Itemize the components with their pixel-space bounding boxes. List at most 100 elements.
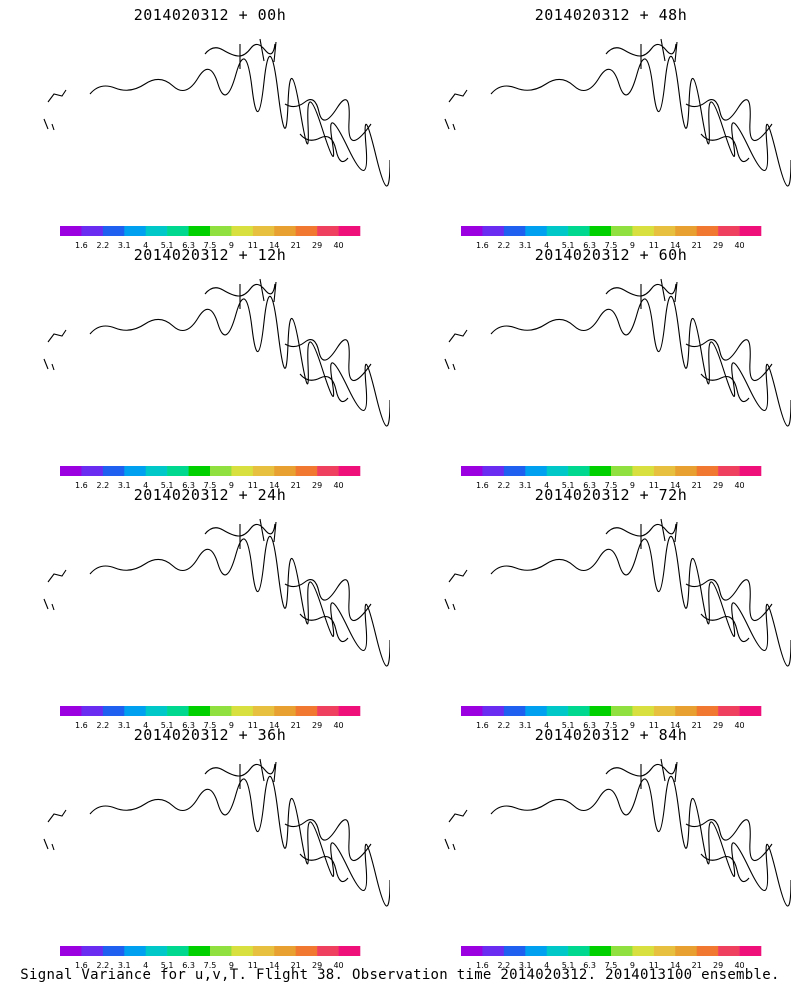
variance-field <box>40 517 390 690</box>
colorbar: 1.6 2.2 3.1 4 5.1 6.3 7.5 9 11 14 21 29 40 <box>60 226 361 250</box>
colorbar-swatch <box>696 226 719 236</box>
colorbar-tick-label: 4 <box>143 721 148 730</box>
variance-contour-fill <box>107 549 303 666</box>
colorbar-swatch <box>546 466 569 476</box>
colorbar-tick-label: 11 <box>248 481 258 490</box>
colorbar-tick-label: 11 <box>649 481 659 490</box>
variance-field <box>431 272 789 453</box>
colorbar-swatch <box>81 706 104 716</box>
variance-contour-fill <box>248 147 340 204</box>
colorbar-swatch <box>210 946 232 956</box>
colorbar-swatch <box>503 946 526 956</box>
coastline-path <box>685 579 773 643</box>
variance-contour-fill <box>487 518 724 699</box>
variance-contour-fill <box>589 793 729 863</box>
variance-contour-fill <box>102 61 308 195</box>
colorbar-tick-label: 2.2 <box>497 721 510 730</box>
variance-contour-fill <box>471 767 742 913</box>
coastline-path <box>89 535 390 667</box>
colorbar-tick-label: 4 <box>544 481 549 490</box>
variance-contour-fill <box>635 626 774 688</box>
variance-contour-fill <box>431 578 646 699</box>
variance-contour-fill <box>99 54 232 110</box>
variance-contour-fill <box>140 560 281 645</box>
colorbar-tick-label: 9 <box>229 481 234 490</box>
variance-contour-fill <box>164 98 237 146</box>
colorbar-tick-label: 3.1 <box>519 961 532 970</box>
colorbar-swatch <box>503 226 526 236</box>
panel-title: 2014020312 + 72h <box>534 486 688 504</box>
variance-contour-fill <box>147 804 254 878</box>
variance-map <box>43 38 390 204</box>
variance-contour-fill <box>95 318 326 413</box>
colorbar-tick-label: 1.6 <box>476 481 489 490</box>
variance-contour-fill <box>117 149 172 185</box>
coastline-path <box>685 339 773 403</box>
variance-contour-fill <box>477 130 594 201</box>
colorbar-tick-label: 5.1 <box>562 721 575 730</box>
colorbar-tick-label: 5.1 <box>161 721 174 730</box>
variance-contour-fill <box>510 868 559 899</box>
panel-title: 2014020312 + 36h <box>133 726 287 744</box>
colorbar-swatch <box>210 226 232 236</box>
colorbar-tick-label: 40 <box>734 721 744 730</box>
colorbar-swatch <box>503 706 526 716</box>
variance-contour-fill <box>559 540 764 621</box>
variance-contour-fill <box>661 631 747 669</box>
colorbar-swatch <box>274 706 297 716</box>
variance-contour-fill <box>661 859 753 927</box>
variance-contour-fill <box>546 564 654 646</box>
colorbar-tick-label: 14 <box>269 961 279 970</box>
variance-contour-fill <box>654 143 744 213</box>
variance-contour-fill <box>103 860 186 914</box>
colorbar-tick-label: 11 <box>248 721 258 730</box>
variance-contour-fill <box>229 858 360 933</box>
colorbar-swatch <box>124 946 147 956</box>
colorbar-swatch <box>739 466 762 476</box>
variance-contour-fill <box>501 67 714 173</box>
variance-contour-fill <box>505 860 570 901</box>
variance-contour-fill <box>83 126 189 196</box>
variance-contour-fill <box>486 374 609 432</box>
colorbar-tick-label: 6.3 <box>583 961 596 970</box>
variance-contour-fill <box>612 566 717 607</box>
variance-contour-fill <box>250 380 340 444</box>
colorbar-swatch <box>675 706 698 716</box>
variance-contour-fill <box>233 815 296 838</box>
colorbar-swatch <box>145 226 168 236</box>
variance-contour-fill <box>627 568 707 600</box>
variance-contour-fill <box>551 765 782 880</box>
colorbar-tick-label: 9 <box>229 241 234 250</box>
colorbar-tick-label: 21 <box>291 481 301 490</box>
variance-contour-fill <box>643 90 692 117</box>
variance-contour-fill <box>135 331 277 390</box>
colorbar-tick-label: 9 <box>630 721 635 730</box>
coastline-path <box>685 819 773 883</box>
variance-contour-fill <box>582 56 741 145</box>
colorbar: 1.6 2.2 3.1 4 5.1 6.3 7.5 9 11 14 21 29 40 <box>461 706 762 730</box>
variance-contour-fill <box>571 821 654 866</box>
colorbar-tick-label: 6.3 <box>182 241 195 250</box>
colorbar-tick-label: 40 <box>734 961 744 970</box>
variance-contour-fill <box>457 759 766 925</box>
variance-contour-fill <box>503 141 588 192</box>
colorbar-tick-label: 29 <box>713 241 723 250</box>
coastline <box>43 278 390 427</box>
variance-contour-fill <box>92 292 239 361</box>
colorbar-swatch <box>231 226 254 236</box>
colorbar-tick-label: 1.6 <box>476 241 489 250</box>
variance-contour-fill <box>438 359 632 451</box>
variance-contour-fill <box>471 604 618 689</box>
variance-contour-fill <box>527 539 687 661</box>
variance-contour-fill <box>247 372 355 448</box>
colorbar-tick-label: 40 <box>333 241 343 250</box>
colorbar-swatch <box>589 946 612 956</box>
colorbar-swatch <box>568 946 590 956</box>
colorbar-tick-label: 7.5 <box>605 961 618 970</box>
variance-contour-fill <box>152 341 250 381</box>
coastline-path <box>444 809 468 851</box>
colorbar-tick-label: 3.1 <box>519 481 532 490</box>
coastline <box>444 38 791 187</box>
map-panel-84h: 2014020312 + 84h 1.6 2.2 3.1 4 5.1 6.3 7.5 9 11 1… <box>431 726 791 970</box>
colorbar-tick-label: 5.1 <box>161 241 174 250</box>
